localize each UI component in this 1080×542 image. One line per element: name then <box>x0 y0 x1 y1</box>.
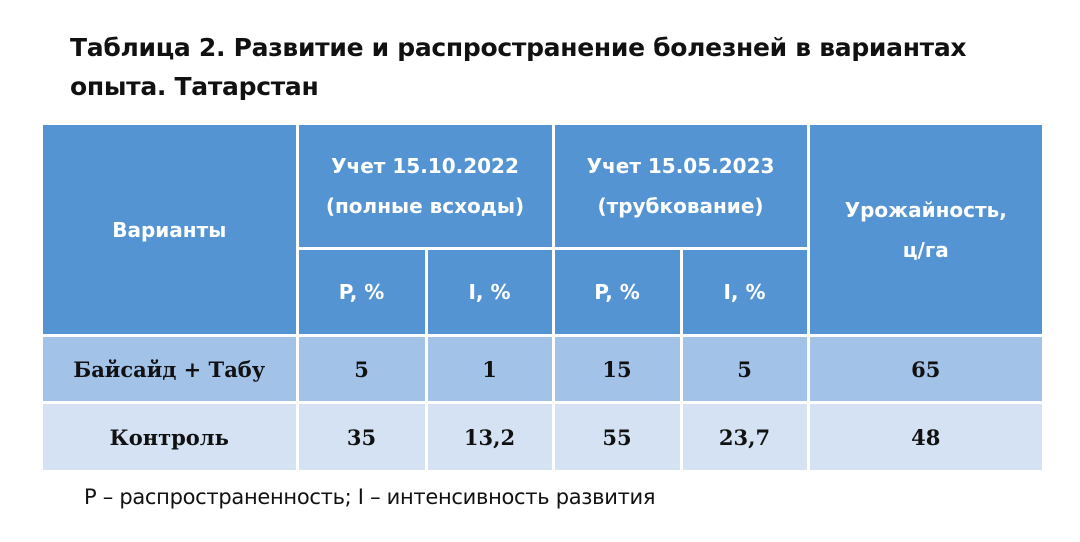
cell-i-2022: 1 <box>424 334 555 404</box>
header-group-2022-stage: (полные всходы) <box>325 194 525 218</box>
table-row: Байсайд + Табу 5 1 15 5 65 <box>43 334 1043 404</box>
header-yield-unit: ц/га <box>902 237 949 262</box>
header-i-2023: I, % <box>679 247 809 337</box>
header-group-2022: Учет 15.10.2022 (полные всходы) <box>295 125 555 250</box>
header-yield: Урожайность, ц/га <box>806 125 1043 337</box>
cell-yield: 48 <box>806 401 1043 470</box>
header-group-2022-date: Учет 15.10.2022 <box>331 154 519 178</box>
disease-table: Варианты Учет 15.10.2022 (полные всходы)… <box>43 125 1043 470</box>
cell-p-2022: 5 <box>295 334 428 404</box>
table-row: Контроль 35 13,2 55 23,7 48 <box>43 401 1043 470</box>
header-p-2022: P, % <box>297 247 428 337</box>
header-row-1: Варианты Учет 15.10.2022 (полные всходы)… <box>43 125 1043 337</box>
cell-i-2023: 5 <box>679 334 810 404</box>
footnote: P – распространенность; I – интенсивност… <box>84 485 656 509</box>
cell-p-2023: 15 <box>551 334 683 404</box>
header-variants: Варианты <box>43 125 299 337</box>
header-group-2023-stage: (трубкование) <box>597 194 764 218</box>
cell-p-2022: 35 <box>295 401 428 470</box>
cell-p-2023: 55 <box>551 401 683 470</box>
header-yield-label: Урожайность, <box>844 197 1007 222</box>
header-group-2023-date: Учет 15.05.2023 <box>586 154 775 178</box>
header-p-2023: P, % <box>551 247 683 337</box>
cell-variant: Байсайд + Табу <box>43 334 299 404</box>
table-title: Таблица 2. Развитие и распространение бо… <box>70 33 967 101</box>
header-i-2022: I, % <box>424 247 555 337</box>
header-row-2: P, % I, % P, % I, % <box>43 247 1042 337</box>
cell-yield: 65 <box>806 334 1043 404</box>
cell-i-2023: 23,7 <box>679 401 810 470</box>
cell-variant: Контроль <box>43 401 299 470</box>
cell-i-2022: 13,2 <box>424 401 555 470</box>
header-group-2023: Учет 15.05.2023 (трубкование) <box>551 125 810 250</box>
